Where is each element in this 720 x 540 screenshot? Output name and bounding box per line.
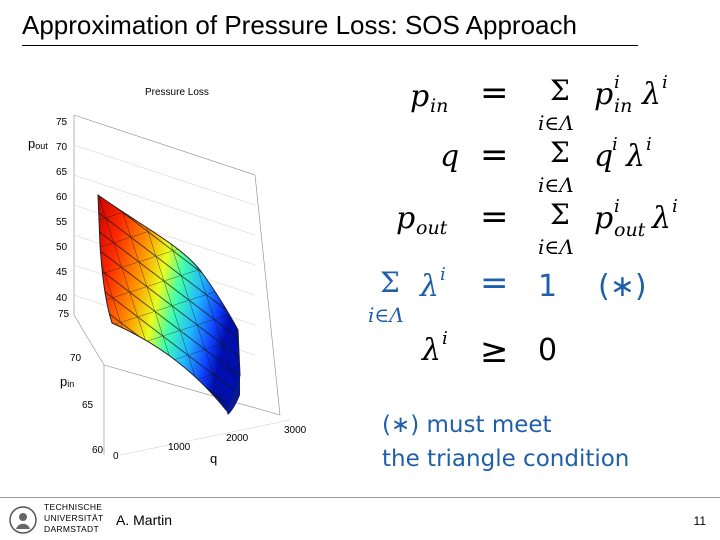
svg-text:λ: λ	[625, 139, 645, 174]
triangle-condition-note: (∗) must meet the triangle condition	[382, 408, 629, 476]
university-name: TECHNISCHE UNIVERSITÄT DARMSTADT	[44, 502, 104, 534]
svg-text:1: 1	[538, 269, 557, 304]
svg-text:in: in	[614, 95, 632, 117]
q-axis-label: q	[210, 451, 218, 466]
svg-text:i∈Λ: i∈Λ	[538, 111, 574, 135]
svg-text:=: =	[480, 197, 509, 237]
surface-mesh	[98, 195, 240, 410]
svg-text:Σ: Σ	[550, 198, 570, 231]
svg-text:i: i	[646, 134, 652, 155]
pin-tick: 75	[58, 309, 70, 320]
svg-text:=: =	[480, 73, 509, 113]
plot-title: Pressure Loss	[145, 87, 209, 98]
formula-nonneg: λ i ≥ 0	[421, 328, 557, 371]
pout-axis-label: pout	[28, 136, 48, 151]
page-number: 11	[693, 514, 706, 528]
svg-text:q: q	[440, 139, 459, 174]
svg-text:=: =	[480, 135, 509, 175]
svg-text:λ: λ	[641, 77, 661, 112]
formula-pin: p in = Σ i∈Λ p i in λ i	[410, 72, 668, 135]
z-tick-labels: 75 70 65 60 55 50 45 40	[56, 117, 68, 304]
surface-edge	[226, 375, 240, 415]
pin-tick: 65	[82, 400, 94, 411]
q-tick: 0	[113, 451, 119, 462]
note-line-1: (∗) must meet	[382, 412, 552, 438]
pressure-loss-plot: Pressure Loss 75 70 65 60 55 50 45 40 75…	[40, 75, 340, 465]
pin-tick: 70	[70, 353, 82, 364]
svg-text:Σ: Σ	[550, 74, 570, 107]
q-tick: 1000	[168, 442, 191, 453]
svg-text:i∈Λ: i∈Λ	[368, 303, 404, 327]
svg-text:i: i	[614, 196, 620, 217]
pin-tick: 60	[92, 445, 104, 456]
svg-text:λ: λ	[419, 269, 439, 304]
svg-text:i: i	[442, 328, 448, 349]
formula-pout: p out = Σ i∈Λ p i out λ i	[396, 196, 678, 259]
svg-text:(∗): (∗)	[598, 269, 647, 304]
z-tick: 55	[56, 217, 68, 228]
svg-text:≥: ≥	[480, 331, 509, 370]
formula-sum-lambda: Σ i∈Λ λ i = 1 (∗)	[368, 263, 647, 327]
author-name: A. Martin	[116, 512, 173, 528]
svg-text:in: in	[430, 95, 448, 117]
svg-text:Σ: Σ	[550, 136, 570, 169]
formula-q: q = Σ i∈Λ q i λ i	[440, 134, 652, 197]
svg-text:i∈Λ: i∈Λ	[538, 235, 574, 259]
sos-formulas: p in = Σ i∈Λ p i in λ i q = Σ i∈Λ q i λ …	[360, 70, 700, 371]
svg-text:out: out	[614, 219, 646, 241]
z-tick: 40	[56, 293, 68, 304]
z-tick: 65	[56, 167, 68, 178]
pin-tick-labels: 75 70 65 60	[58, 309, 104, 456]
svg-text:i: i	[672, 196, 678, 217]
footer-divider	[0, 497, 720, 498]
svg-text:λ: λ	[421, 333, 441, 368]
formulas-svg: p in = Σ i∈Λ p i in λ i q = Σ i∈Λ q i λ …	[368, 72, 678, 371]
q-tick-labels: 0 1000 2000 3000	[113, 425, 307, 462]
z-tick: 50	[56, 242, 68, 253]
note-line-2: the triangle condition	[382, 446, 630, 472]
slide-title: Approximation of Pressure Loss: SOS Appr…	[22, 10, 577, 40]
q-tick: 2000	[226, 433, 249, 444]
svg-text:out: out	[416, 217, 448, 239]
svg-text:p: p	[594, 201, 613, 236]
svg-text:i∈Λ: i∈Λ	[538, 173, 574, 197]
z-tick: 70	[56, 142, 68, 153]
z-tick: 45	[56, 267, 68, 278]
pin-axis-label: pin	[60, 374, 75, 389]
svg-text:p: p	[410, 79, 429, 114]
z-tick: 60	[56, 192, 68, 203]
svg-text:0: 0	[538, 333, 557, 368]
svg-text:p: p	[594, 77, 613, 112]
svg-text:q: q	[594, 139, 613, 174]
title-divider	[22, 45, 638, 46]
z-tick: 75	[56, 117, 68, 128]
svg-text:Σ: Σ	[380, 266, 400, 299]
svg-text:=: =	[480, 263, 509, 303]
plot-box	[73, 114, 281, 455]
q-tick: 3000	[284, 425, 307, 436]
svg-text:i: i	[440, 264, 446, 285]
svg-text:i: i	[614, 72, 620, 93]
svg-text:λ: λ	[651, 201, 671, 236]
university-seal-icon	[8, 505, 38, 540]
svg-text:i: i	[612, 134, 618, 155]
surface-plot-svg: Pressure Loss 75 70 65 60 55 50 45 40 75…	[56, 87, 307, 462]
svg-text:p: p	[396, 201, 415, 236]
svg-text:i: i	[662, 72, 668, 93]
